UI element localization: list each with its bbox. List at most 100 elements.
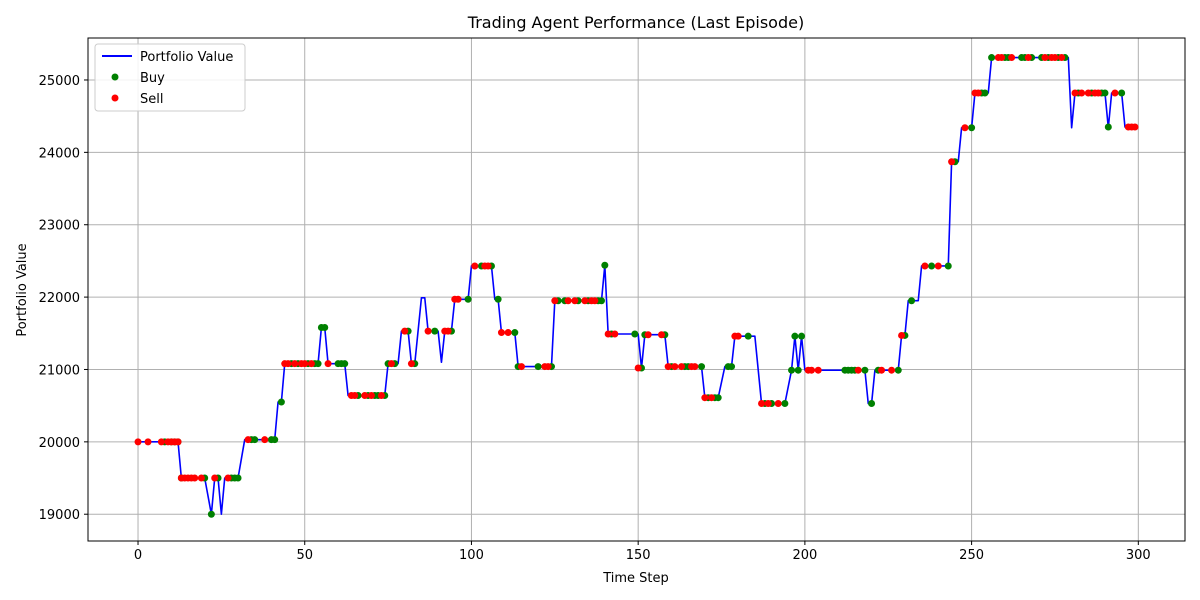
sell-marker: [664, 363, 672, 371]
sell-marker: [197, 474, 205, 482]
buy-marker: [788, 366, 796, 374]
series-marker-layer: [134, 54, 1139, 518]
sell-marker: [634, 364, 642, 372]
sell-marker: [691, 363, 699, 371]
sell-marker: [611, 330, 619, 338]
buy-marker: [631, 330, 639, 338]
sell-marker: [921, 262, 929, 270]
buy-marker: [714, 394, 722, 402]
sell-marker: [377, 392, 385, 400]
sell-marker: [974, 89, 982, 97]
sell-marker: [604, 330, 612, 338]
legend-sell-swatch: [111, 94, 119, 102]
buy-marker: [601, 261, 609, 269]
sell-marker: [878, 366, 886, 374]
sell-marker: [1008, 54, 1016, 62]
sell-marker: [934, 262, 942, 270]
sell-marker: [454, 295, 462, 303]
buy-marker: [597, 297, 605, 305]
y-tick-label: 22000: [39, 291, 80, 306]
sell-marker: [734, 332, 742, 340]
axis-ticks: 0 50 100 150 200 250 300 19000 20000 21000 22000 23…: [39, 74, 1151, 563]
buy-marker: [728, 363, 736, 371]
y-tick-label: 19000: [39, 508, 80, 523]
sell-marker: [814, 366, 822, 374]
sell-marker: [764, 399, 772, 407]
sell-marker: [367, 392, 375, 400]
sell-marker: [224, 474, 232, 482]
x-tick-label: 150: [626, 548, 651, 563]
sell-marker: [1051, 54, 1059, 62]
sell-marker: [1024, 54, 1032, 62]
sell-marker: [808, 366, 816, 374]
sell-marker: [1078, 89, 1086, 97]
chart-title: Trading Agent Performance (Last Episode): [467, 13, 804, 32]
sell-marker: [644, 331, 652, 339]
x-tick-label: 250: [959, 548, 984, 563]
buy-marker: [271, 436, 279, 444]
sell-marker: [1058, 54, 1066, 62]
sell-marker: [301, 360, 309, 368]
sell-marker: [544, 363, 552, 371]
buy-marker: [944, 262, 952, 270]
sell-marker: [401, 327, 409, 335]
sell-marker: [387, 360, 395, 368]
sell-marker: [261, 436, 269, 444]
buy-marker: [1101, 89, 1109, 97]
sell-marker: [504, 329, 512, 337]
buy-marker: [464, 295, 472, 303]
sell-marker: [157, 438, 165, 446]
sell-marker: [571, 297, 579, 305]
sell-marker: [708, 394, 716, 402]
x-axis-title: Time Step: [602, 571, 669, 586]
sell-marker: [1041, 54, 1049, 62]
legend-box: [94, 43, 246, 112]
buy-marker: [251, 436, 259, 444]
sell-marker: [134, 438, 142, 446]
y-tick-label: 23000: [39, 219, 80, 234]
buy-marker: [791, 332, 799, 340]
sell-marker: [284, 360, 292, 368]
sell-marker: [591, 297, 599, 305]
sell-marker: [471, 262, 479, 270]
buy-marker: [511, 329, 519, 337]
y-tick-label: 24000: [39, 146, 80, 161]
buy-marker: [988, 54, 996, 62]
y-tick-label: 21000: [39, 363, 80, 378]
sell-marker: [948, 158, 956, 166]
buy-marker: [698, 363, 706, 371]
sell-marker: [658, 331, 666, 339]
sell-marker: [324, 360, 332, 368]
sell-marker: [678, 363, 686, 371]
sell-marker: [998, 54, 1006, 62]
sell-marker: [701, 394, 709, 402]
legend: Portfolio Value Buy Sell: [94, 43, 246, 112]
sell-marker: [307, 360, 315, 368]
sell-marker: [854, 366, 862, 374]
sell-marker: [407, 360, 415, 368]
sell-marker: [564, 297, 572, 305]
y-tick-label: 20000: [39, 436, 80, 451]
buy-marker: [1118, 89, 1126, 97]
sell-marker: [211, 474, 219, 482]
plot-frame: [87, 37, 1186, 542]
sell-marker: [671, 363, 679, 371]
sell-marker: [1131, 123, 1139, 131]
buy-marker: [1104, 123, 1112, 131]
sell-marker: [517, 363, 525, 371]
sell-marker: [174, 438, 182, 446]
sell-marker: [774, 399, 782, 407]
buy-marker: [861, 366, 869, 374]
sell-marker: [497, 329, 505, 337]
sell-marker: [1071, 89, 1079, 97]
buy-marker: [928, 262, 936, 270]
sell-marker: [444, 327, 452, 335]
sell-marker: [244, 436, 252, 444]
y-axis-title: Portfolio Value: [15, 243, 30, 336]
x-tick-label: 200: [792, 548, 817, 563]
buy-marker: [794, 366, 802, 374]
sell-marker: [888, 366, 896, 374]
buy-marker: [321, 324, 329, 331]
buy-marker: [314, 360, 322, 368]
